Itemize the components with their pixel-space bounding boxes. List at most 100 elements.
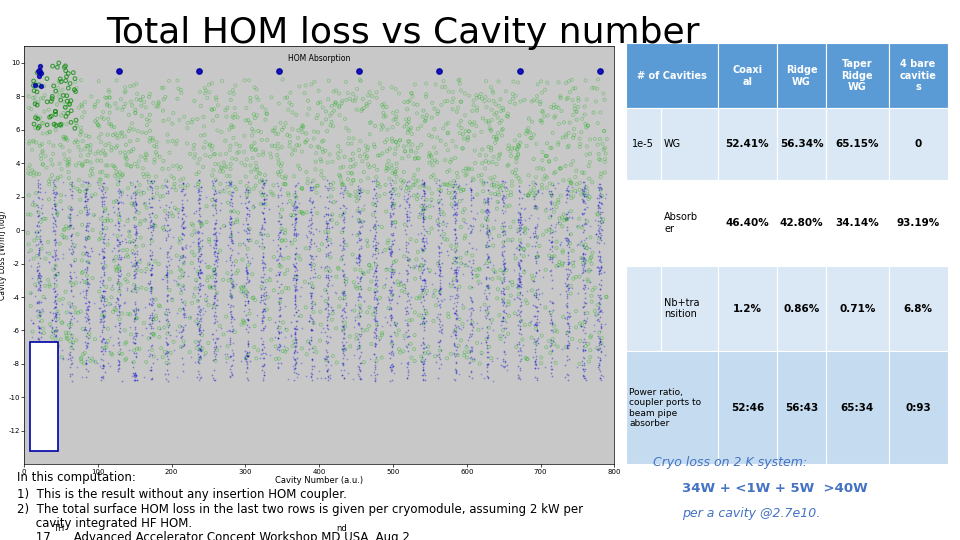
Point [175, 213, 190, 222]
Point [100, 130, 115, 139]
Point [174, 327, 189, 336]
Point [207, 201, 223, 210]
Point [416, 208, 431, 217]
Point [590, 206, 606, 215]
Point [41, 249, 57, 258]
Point [188, 276, 204, 285]
Point [528, 190, 543, 198]
Point [291, 126, 306, 134]
Point [95, 363, 110, 372]
Point [114, 309, 130, 318]
Point [346, 134, 361, 143]
Point [197, 84, 212, 92]
Point [288, 249, 303, 258]
Point [372, 334, 388, 342]
Point [236, 282, 252, 291]
Point [576, 364, 591, 373]
Point [497, 358, 513, 367]
Point [287, 210, 302, 219]
Point [526, 312, 541, 320]
Point [277, 301, 293, 310]
Point [322, 310, 337, 319]
Point [495, 252, 511, 261]
Point [464, 296, 479, 305]
Point [176, 251, 191, 260]
Point [579, 244, 594, 252]
Point [478, 240, 493, 249]
Point [35, 316, 50, 325]
Point [352, 304, 368, 313]
Point [31, 335, 46, 343]
Point [368, 339, 383, 348]
Point [96, 254, 111, 262]
Point [218, 349, 233, 358]
Point [225, 269, 240, 278]
Point [287, 204, 302, 212]
Point [309, 348, 324, 356]
Point [597, 96, 612, 104]
Point [191, 204, 206, 212]
Point [528, 201, 543, 210]
Point [221, 180, 236, 189]
Point [512, 208, 527, 217]
Point [298, 81, 313, 90]
Point [75, 177, 90, 185]
Point [416, 338, 431, 346]
Point [488, 215, 503, 224]
Point [432, 279, 447, 287]
Point [304, 365, 320, 374]
Point [399, 216, 415, 225]
Point [74, 275, 89, 284]
Point [558, 191, 573, 200]
Point [69, 336, 84, 345]
Point [224, 235, 239, 244]
Point [388, 167, 403, 176]
Point [413, 210, 428, 218]
Point [580, 122, 595, 130]
Point [590, 291, 606, 299]
Point [517, 204, 533, 212]
Point [270, 321, 285, 330]
Point [136, 373, 152, 381]
Point [448, 200, 464, 208]
Point [516, 96, 532, 104]
Point [310, 99, 325, 107]
Point [369, 324, 384, 333]
Point [591, 302, 607, 311]
Point [123, 162, 138, 171]
Point [567, 186, 583, 195]
Point [78, 145, 93, 153]
Point [190, 186, 205, 194]
Point [367, 206, 382, 215]
Point [303, 314, 319, 323]
Point [356, 104, 372, 112]
Point [295, 184, 310, 192]
Point [429, 220, 444, 228]
Point [303, 234, 319, 243]
Point [494, 116, 510, 125]
Point [192, 308, 207, 317]
Point [222, 200, 237, 209]
Point [193, 266, 208, 274]
Point [286, 337, 301, 346]
Point [511, 290, 526, 299]
Point [340, 139, 355, 148]
Point [416, 234, 431, 242]
Point [62, 260, 78, 269]
Point [113, 231, 129, 239]
Point [225, 369, 240, 378]
Point [447, 246, 463, 254]
Point [451, 180, 467, 189]
Point [466, 356, 481, 364]
Point [318, 227, 333, 236]
Point [161, 225, 177, 234]
Point [424, 132, 440, 141]
Point [129, 348, 144, 357]
Point [77, 299, 92, 307]
Point [541, 336, 557, 345]
Point [48, 353, 63, 361]
Point [478, 214, 493, 222]
Point [71, 143, 86, 151]
Point [96, 193, 111, 202]
Point [444, 194, 460, 202]
